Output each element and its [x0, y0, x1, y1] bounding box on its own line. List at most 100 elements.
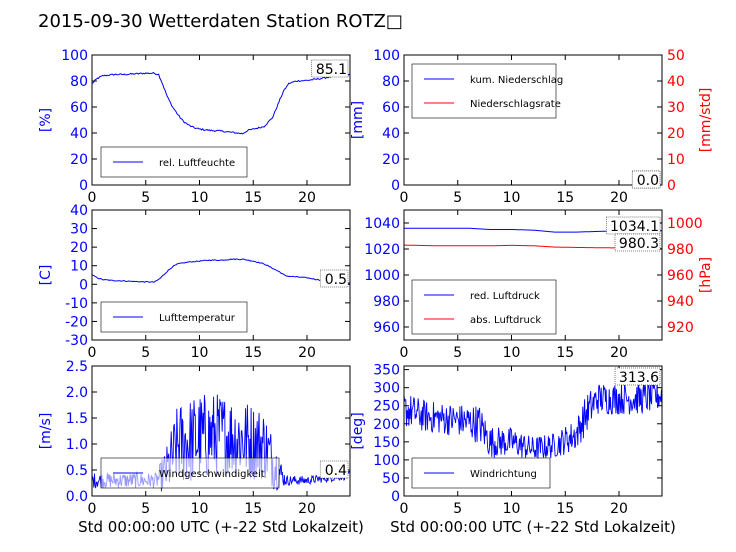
legend-entry: Windrichtung — [470, 469, 537, 480]
value-annotation: 85.1 — [316, 62, 347, 78]
y-tick-label: 100 — [61, 48, 88, 64]
x-tick-label: 10 — [503, 190, 521, 206]
y-tick-label-right: 10 — [667, 152, 685, 168]
y-tick-label: 20 — [70, 152, 88, 168]
plot-frame — [91, 365, 351, 497]
x-tick-label: 20 — [610, 190, 628, 206]
x-tick-label: 5 — [453, 190, 462, 206]
series-line-humidity-0 — [92, 71, 350, 135]
y-tick-label: 60 — [382, 100, 400, 116]
y-tick-label: 20 — [382, 152, 400, 168]
y-tick-label: 0 — [79, 178, 88, 194]
panel-windspeed: 0 5 10 15 20 0.0 0.5 1.0 1.5 2.0 2.5 [m/s] Windgesch… — [38, 359, 364, 536]
y-tick-label: 2.5 — [66, 359, 88, 375]
x-tick-label: 20 — [298, 345, 316, 361]
legend-entry: kum. Niederschlag — [470, 75, 563, 86]
x-tick-label: 5 — [453, 501, 462, 517]
y-tick-label: 0.0 — [66, 489, 88, 505]
y-tick-label: 960 — [373, 320, 400, 336]
value-annotation-box — [319, 269, 349, 288]
y-tick-label-right: 920 — [667, 320, 694, 336]
value-annotation-box — [614, 233, 661, 252]
y-tick-label: 80 — [70, 74, 88, 90]
y-tick-label-right: 40 — [667, 74, 685, 90]
y-tick-label: 350 — [373, 363, 400, 379]
x-tick-label: 5 — [141, 501, 150, 517]
x-axis-label: Std 00:00:00 UTC (+-22 Std Lokalzeit) — [390, 518, 676, 536]
x-tick-label: 10 — [191, 190, 209, 206]
y-tick-label: 40 — [382, 126, 400, 142]
legend-box — [411, 63, 557, 119]
x-tick-label: 0 — [400, 190, 409, 206]
y-axis-label-right: [mm/std] — [698, 88, 714, 153]
y-tick-label: 20 — [70, 240, 88, 256]
x-tick-label: 10 — [191, 501, 209, 517]
x-tick-label: 10 — [191, 345, 209, 361]
panel-pressure: 0 5 10 15 20 960 980 1000 1020 1040 920 940 960 980 10… — [364, 209, 714, 361]
y-tick-label: 50 — [382, 471, 400, 487]
x-tick-label: 15 — [556, 190, 574, 206]
value-annotation: 313.6 — [619, 370, 659, 386]
panel-humidity: 0 5 10 15 20 0 20 40 60 80 100 [%] rel. Luftfeuchte 8… — [38, 48, 351, 206]
y-axis-label: [%] — [38, 108, 54, 132]
x-tick-label: 5 — [141, 190, 150, 206]
x-tick-label: 15 — [244, 501, 262, 517]
x-tick-label: 20 — [610, 501, 628, 517]
y-axis-label-right: [hPa] — [698, 257, 714, 293]
y-tick-label: -10 — [65, 296, 88, 312]
value-annotation-box — [614, 367, 661, 386]
y-tick-label-right: 30 — [667, 100, 685, 116]
value-annotation: 0.5 — [325, 272, 347, 288]
legend-entry: red. Luftdruck — [470, 291, 540, 302]
x-tick-label: 0 — [88, 345, 97, 361]
value-annotation-box — [631, 170, 661, 189]
x-tick-label: 15 — [556, 501, 574, 517]
y-tick-label-right: 960 — [667, 268, 694, 284]
y-tick-label-right: 0 — [667, 178, 676, 194]
y-tick-label-right: 20 — [667, 126, 685, 142]
plot-frame — [91, 209, 351, 341]
panel-precip: 0 5 10 15 20 0 20 40 60 80 100 0 10 20 30 40 50 [mm] [mm/s… — [350, 48, 714, 206]
x-tick-label: 15 — [244, 345, 262, 361]
x-tick-label: 5 — [453, 345, 462, 361]
x-tick-label: 20 — [298, 501, 316, 517]
x-tick-label: 0 — [88, 190, 97, 206]
y-tick-label: 60 — [70, 100, 88, 116]
x-tick-label: 0 — [400, 501, 409, 517]
y-tick-label: 100 — [373, 453, 400, 469]
y-tick-label: 150 — [373, 435, 400, 451]
series-line-winddir-0 — [404, 379, 662, 459]
y-tick-label: 1040 — [364, 216, 400, 232]
x-tick-label: 15 — [556, 345, 574, 361]
y-tick-label: 100 — [373, 48, 400, 64]
y-tick-label: 1020 — [364, 242, 400, 258]
legend-entry: Windgeschwindigkeit — [159, 469, 265, 480]
value-annotation: 980.3 — [619, 236, 659, 252]
y-tick-label: 0 — [391, 178, 400, 194]
y-axis-label: [mm] — [350, 101, 366, 139]
y-tick-label: 1.0 — [66, 437, 88, 453]
y-tick-label: 10 — [70, 259, 88, 275]
y-tick-label-right: 50 — [667, 48, 685, 64]
legend-entry: Niederschlagsrate — [470, 99, 561, 110]
y-tick-label: -30 — [65, 333, 88, 349]
value-annotation: 0.0 — [637, 173, 659, 189]
legend-entry: rel. Luftfeuchte — [159, 158, 235, 169]
legend-entry: Lufttemperatur — [159, 313, 236, 324]
series-line-temperature-0 — [92, 258, 350, 284]
legend-entry: abs. Luftdruck — [470, 315, 541, 326]
y-tick-label-right: 1000 — [667, 216, 703, 232]
y-tick-label: 2.0 — [66, 385, 88, 401]
panel-temperature: 0 5 10 15 20 -30 -20 -10 0 10 20 30 40 [C] Lufttempera… — [38, 203, 351, 361]
y-tick-label: 200 — [373, 417, 400, 433]
plot-frame — [403, 54, 663, 186]
y-tick-label: 80 — [382, 74, 400, 90]
y-tick-label: -20 — [65, 314, 88, 330]
value-annotation-box — [606, 216, 661, 235]
y-tick-label: 250 — [373, 399, 400, 415]
x-tick-label: 20 — [298, 190, 316, 206]
x-tick-label: 15 — [244, 190, 262, 206]
x-tick-label: 10 — [503, 345, 521, 361]
